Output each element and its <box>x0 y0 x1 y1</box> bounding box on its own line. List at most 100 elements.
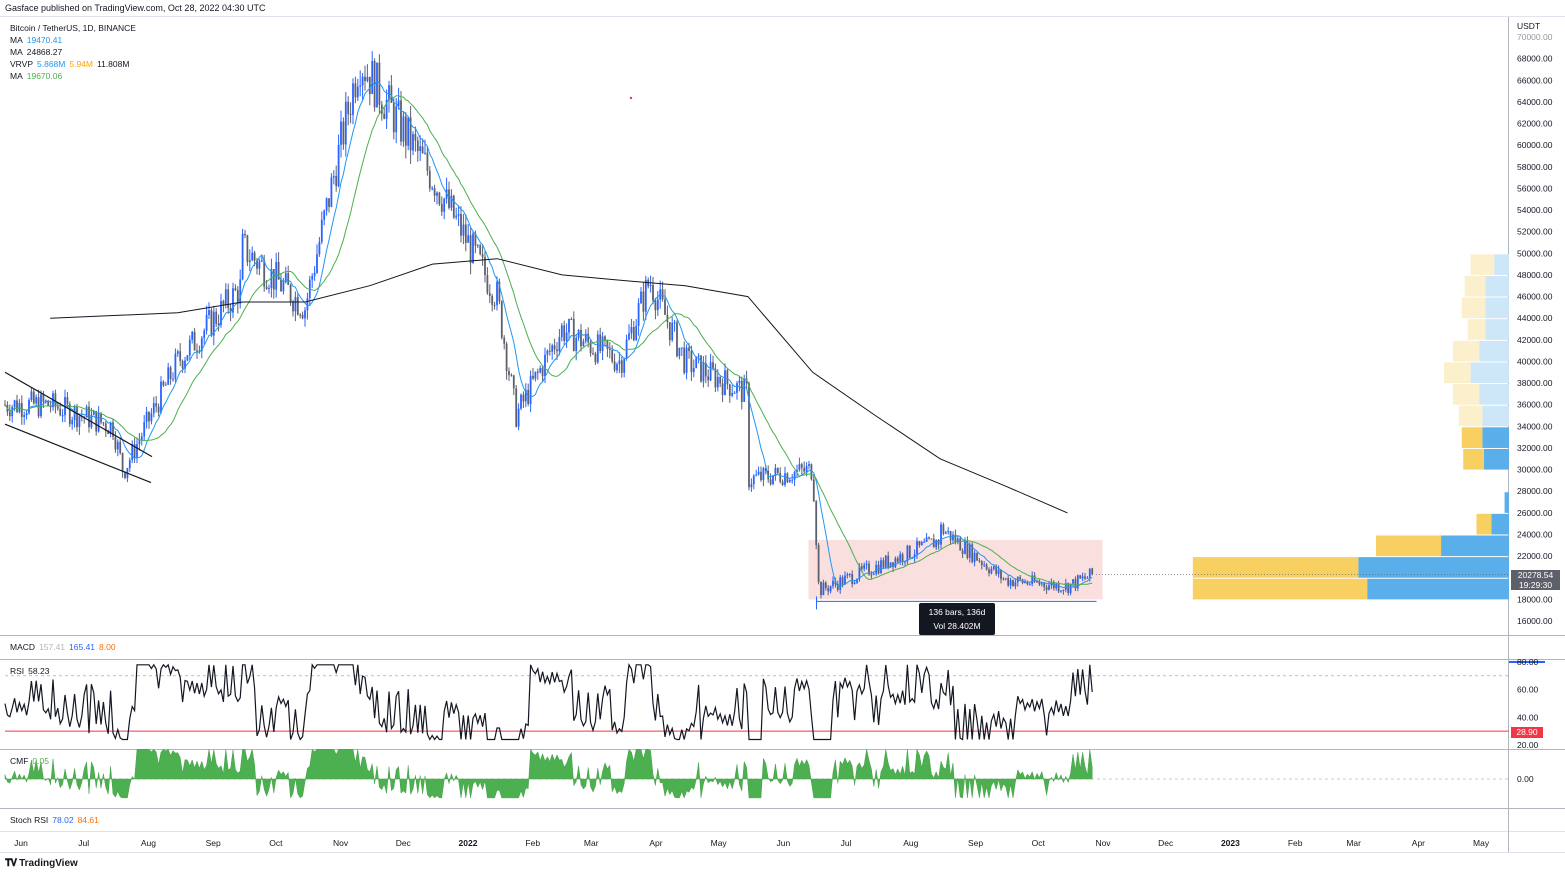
published-header: Gasface published on TradingView.com, Oc… <box>0 0 1565 17</box>
candle-down <box>613 361 616 371</box>
volume-profile-bar-down <box>1464 275 1486 297</box>
candle-down <box>712 362 714 369</box>
price-tick-label: 62000.00 <box>1517 119 1553 129</box>
candle-down <box>8 411 11 417</box>
candle-down <box>611 349 614 362</box>
candle-down <box>448 189 450 208</box>
candle-up <box>97 412 100 432</box>
price-tick-label: 28000.00 <box>1517 486 1553 496</box>
candle-down <box>892 562 894 568</box>
candle-up <box>337 144 340 187</box>
candle-up <box>731 393 734 396</box>
candle-down <box>887 555 890 568</box>
candle-up <box>560 325 563 338</box>
published-text: Gasface published on TradingView.com, Oc… <box>5 3 266 13</box>
candle-up <box>356 86 359 98</box>
candle-down <box>95 411 98 432</box>
candle-up <box>846 574 849 576</box>
candle-up <box>186 355 189 361</box>
time-tick-label: Oct <box>1032 838 1046 848</box>
volume-profile-bar-up <box>1494 254 1509 275</box>
candle-down <box>491 295 494 305</box>
candle-down <box>515 388 518 427</box>
candle-up <box>925 537 928 542</box>
candle-up <box>865 563 868 565</box>
candle-up <box>517 408 520 427</box>
candle-up <box>750 484 753 488</box>
candle-down <box>553 345 556 350</box>
candle-up <box>1069 583 1072 593</box>
candle-down <box>299 314 302 316</box>
candle-up <box>1076 575 1079 589</box>
candle-down <box>594 353 597 363</box>
candle-up <box>25 413 28 416</box>
rsi-tick-label: 80.00 <box>1517 657 1539 667</box>
legend-ma2: MA 24868.27 <box>10 47 63 57</box>
candle-up <box>546 350 549 355</box>
candle-up <box>306 298 309 311</box>
candle-up <box>167 367 170 385</box>
candle-down <box>841 577 844 585</box>
legend-ma3: MA 19670.06 <box>10 71 63 81</box>
candle-up <box>131 444 134 461</box>
price-tick-label: 16000.00 <box>1517 616 1553 626</box>
time-tick-label: Dec <box>1158 838 1174 848</box>
candle-down <box>1079 575 1082 579</box>
candle-up <box>462 224 465 236</box>
candle-down <box>976 552 978 561</box>
candle-up <box>212 311 215 336</box>
candle-up <box>990 568 993 574</box>
candle-up <box>152 403 155 414</box>
candle-up <box>582 341 585 347</box>
candle-down <box>748 383 750 488</box>
moving-average-mid <box>4 95 1093 586</box>
candle-down <box>354 83 357 98</box>
candle-down <box>479 245 482 255</box>
candle-down <box>263 260 266 287</box>
candle-down <box>296 297 299 315</box>
candle-up <box>397 100 400 107</box>
candle-up <box>455 215 458 218</box>
candle-up <box>1088 568 1091 578</box>
price-tick-label: 26000.00 <box>1517 508 1553 518</box>
candle-up <box>644 279 647 312</box>
candle-up <box>692 368 695 373</box>
candle-down <box>690 351 693 373</box>
candle-up <box>71 419 74 425</box>
range-bars: 136 bars, 136d <box>928 607 986 617</box>
candle-down <box>222 300 225 306</box>
candle-up <box>61 415 64 417</box>
candle-down <box>918 541 921 546</box>
candle-up <box>268 287 270 289</box>
candle-up <box>284 273 287 283</box>
candle-up <box>630 327 633 334</box>
candle-down <box>995 566 998 574</box>
candle-down <box>440 203 443 212</box>
candle-up <box>1064 583 1067 590</box>
volume-profile-bar-down <box>1192 557 1359 578</box>
candle-down <box>988 569 990 574</box>
candle-up <box>743 378 746 402</box>
candle-down <box>503 337 506 344</box>
candle-up <box>90 414 93 428</box>
candle-down <box>464 224 467 243</box>
candle-up <box>109 422 112 435</box>
candle-up <box>973 552 976 562</box>
candle-up <box>472 233 474 264</box>
candle-up <box>366 76 369 81</box>
candle-up <box>1040 583 1043 585</box>
candle-up <box>724 370 726 395</box>
candle-up <box>340 121 342 145</box>
candle-up <box>402 116 405 142</box>
candle-down <box>901 554 904 563</box>
candle-down <box>769 479 772 485</box>
candle-up <box>551 345 554 352</box>
trendline-upper <box>4 371 153 458</box>
price-axis-unit: USDT <box>1517 21 1540 31</box>
candle-down <box>452 195 455 218</box>
candle-down <box>719 376 722 384</box>
candle-down <box>942 524 945 534</box>
candle-up <box>371 61 374 94</box>
price-tick-label: 68000.00 <box>1517 54 1553 64</box>
